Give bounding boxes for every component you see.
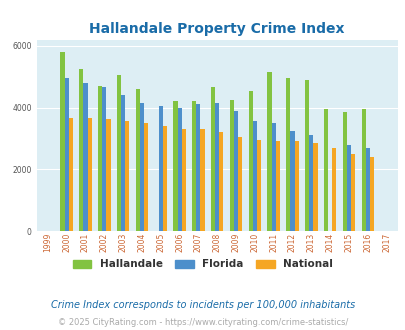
Bar	[181, 129, 185, 231]
Title: Hallandale Property Crime Index: Hallandale Property Crime Index	[89, 22, 344, 36]
Bar	[139, 103, 144, 231]
Bar	[215, 103, 219, 231]
Bar	[323, 109, 327, 231]
Bar	[313, 143, 317, 231]
Bar	[87, 118, 92, 231]
Bar	[252, 121, 256, 231]
Bar	[200, 129, 204, 231]
Text: Crime Index corresponds to incidents per 100,000 inhabitants: Crime Index corresponds to incidents per…	[51, 300, 354, 310]
Bar	[106, 119, 110, 231]
Bar	[229, 100, 233, 231]
Bar	[219, 132, 223, 231]
Bar	[369, 157, 373, 231]
Bar	[144, 123, 148, 231]
Bar	[192, 101, 196, 231]
Bar	[361, 109, 365, 231]
Bar	[79, 69, 83, 231]
Bar	[256, 140, 260, 231]
Bar	[275, 142, 279, 231]
Bar	[196, 104, 200, 231]
Bar	[331, 148, 335, 231]
Bar	[290, 131, 294, 231]
Bar	[102, 87, 106, 231]
Bar	[173, 101, 177, 231]
Text: © 2025 CityRating.com - https://www.cityrating.com/crime-statistics/: © 2025 CityRating.com - https://www.city…	[58, 318, 347, 327]
Bar	[177, 108, 181, 231]
Bar	[60, 52, 64, 231]
Bar	[211, 87, 215, 231]
Bar	[365, 148, 369, 231]
Bar	[267, 72, 271, 231]
Bar	[64, 78, 68, 231]
Bar	[125, 121, 129, 231]
Bar	[346, 145, 350, 231]
Bar	[162, 126, 166, 231]
Bar	[135, 89, 139, 231]
Bar	[248, 90, 252, 231]
Bar	[121, 95, 125, 231]
Legend: Hallandale, Florida, National: Hallandale, Florida, National	[68, 255, 337, 274]
Bar	[98, 86, 102, 231]
Bar	[233, 111, 237, 231]
Bar	[304, 80, 309, 231]
Bar	[117, 75, 121, 231]
Bar	[350, 154, 354, 231]
Bar	[309, 135, 313, 231]
Bar	[271, 123, 275, 231]
Bar	[83, 83, 87, 231]
Bar	[286, 78, 290, 231]
Bar	[68, 118, 72, 231]
Bar	[294, 142, 298, 231]
Bar	[342, 112, 346, 231]
Bar	[158, 106, 162, 231]
Bar	[237, 137, 242, 231]
